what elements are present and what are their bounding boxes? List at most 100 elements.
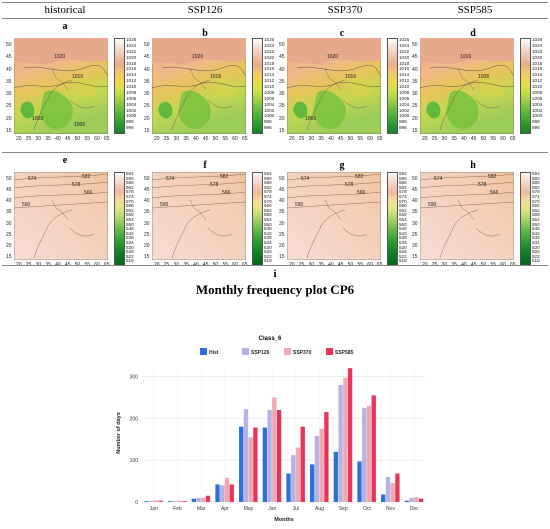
- contour-label: 1006: [74, 122, 86, 128]
- map-y-tick: 30: [412, 91, 418, 98]
- map-y-tick: 25: [279, 231, 285, 238]
- colorbar-tick-label: 1026: [264, 37, 275, 42]
- map-y-tick: 20: [279, 115, 285, 122]
- colorbar-tick-label: 518: [532, 258, 540, 264]
- colorbar-tick-label: 1006: [126, 95, 137, 101]
- colorbar-tick-label: 538: [126, 235, 134, 241]
- geopotential-map-ssp585: [420, 172, 514, 260]
- map-y-tick: 35: [6, 209, 12, 216]
- map-y-tick: 35: [144, 78, 150, 85]
- colorbar-tick-label: 1026: [126, 37, 137, 42]
- bar-ssp585-mar: [205, 495, 211, 502]
- bar-chart: 0 100 200 300 Hist SSP126 SSP370 SSP585 Jan Feb Ma…: [102, 334, 438, 524]
- geopotential-map-ssp126: [152, 172, 246, 260]
- map-y-tick: 15: [144, 254, 150, 260]
- colorbar-tick-label: 998: [264, 119, 272, 125]
- colorbar-tick-label: 1002: [264, 107, 275, 113]
- column-header-historical: historical: [44, 4, 86, 16]
- colorbar-tick-label: 546: [126, 226, 134, 232]
- colorbar-tick-label: 558: [399, 212, 407, 218]
- slp-colorbar: [387, 38, 398, 134]
- colorbar-tick-label: 1016: [126, 66, 137, 72]
- bar-ssp126-dec: [409, 497, 414, 502]
- geopotential-colorbar-labels: 594 590 586 582 578 574 570 566 562 558 554 550 546 5…: [532, 171, 540, 264]
- colorbar-tick-label: 998: [126, 119, 134, 125]
- colorbar-tick-label: 574: [126, 193, 134, 199]
- colorbar-tick-label: 538: [532, 235, 540, 241]
- bar-ssp585-sep: [347, 368, 353, 502]
- contour-label: 582: [220, 174, 229, 180]
- map-y-tick: 40: [412, 66, 418, 73]
- colorbar-tick-label: 558: [126, 212, 134, 218]
- colorbar-tick-label: 558: [532, 212, 540, 218]
- bar-ssp370-feb: [177, 500, 182, 502]
- contour-label: 582: [82, 174, 91, 180]
- bar-ssp585-jul: [300, 426, 305, 502]
- contour-label: 590: [160, 202, 169, 208]
- x-tick-label: Jun: [268, 506, 276, 512]
- colorbar-tick-label: 1022: [532, 48, 543, 54]
- section-title: Monthly frequency plot CP6: [195, 282, 355, 297]
- map-x-tick: 30: [173, 136, 180, 142]
- x-tick-label: Oct: [363, 506, 371, 512]
- colorbar-tick-label: 1016: [264, 66, 275, 72]
- y-axis-title: Number of days: [116, 412, 122, 454]
- map-y-tick: 50: [412, 176, 418, 182]
- map-x-tick: 65: [510, 136, 516, 142]
- map-y-tick: 25: [279, 103, 285, 110]
- contour-label: 574: [166, 176, 175, 182]
- colorbar-tick-label: 530: [532, 244, 540, 250]
- colorbar-tick-label: 562: [264, 207, 272, 213]
- legend-label: SSP585: [335, 350, 354, 356]
- legend-swatch: [200, 348, 207, 355]
- map-y-tick: 45: [144, 54, 150, 61]
- slp-map-ssp585: [420, 38, 514, 134]
- map-x-tick: 55: [222, 136, 228, 142]
- colorbar-tick-label: 582: [399, 184, 407, 190]
- contour-label: 1006: [305, 116, 317, 122]
- y-tick-label: 0: [135, 500, 138, 506]
- colorbar-tick-label: 1014: [532, 72, 543, 78]
- bar-ssp370-nov: [390, 483, 395, 502]
- map-y-tick: 40: [144, 66, 150, 73]
- y-tick-label: 200: [130, 416, 139, 422]
- map-y-tick: 45: [6, 187, 12, 194]
- colorbar-tick-label: 1004: [264, 101, 275, 107]
- map-y-tick: 25: [412, 231, 418, 238]
- colorbar-tick-label: 1018: [532, 60, 543, 66]
- legend-swatch: [242, 348, 249, 355]
- colorbar-tick-label: 590: [126, 175, 134, 181]
- map-x-tick: 65: [242, 136, 248, 142]
- bar-ssp126-nov: [385, 476, 391, 502]
- colorbar-tick-label: 522: [399, 253, 407, 259]
- map-y-tick: 15: [279, 254, 285, 260]
- colorbar-tick-label: 1012: [399, 78, 410, 84]
- colorbar-tick-label: 1010: [264, 84, 275, 89]
- map-x-tick: 55: [84, 136, 90, 142]
- colorbar-tick-label: 1002: [126, 107, 137, 113]
- column-header-ssp585: SSP585: [457, 4, 493, 16]
- x-tick-label: Jul: [293, 506, 299, 512]
- bar-ssp126-aug: [314, 435, 320, 502]
- map-y-tick: 25: [6, 103, 12, 110]
- y-tick-label: 100: [130, 458, 139, 464]
- panel-label-e: e: [62, 155, 68, 166]
- colorbar-tick-label: 582: [264, 184, 272, 190]
- contour-label: 590: [22, 202, 31, 208]
- colorbar-tick-label: 542: [264, 230, 272, 236]
- colorbar-tick-label: 1020: [399, 54, 410, 60]
- colorbar-tick-label: 1008: [126, 89, 137, 95]
- colorbar-tick-label: 1002: [532, 107, 543, 113]
- map-y-tick: 45: [144, 187, 150, 194]
- map-x-tick: 60: [500, 136, 506, 142]
- map-x-tick: 35: [183, 136, 189, 142]
- colorbar-tick-label: 996: [264, 125, 272, 131]
- map-y-tick: 40: [6, 66, 12, 73]
- colorbar-tick-label: 566: [126, 203, 134, 209]
- slp-colorbar-labels: 1026 1024 1022 1020 1018 1016 1014 1012 1010 1008…: [264, 37, 275, 132]
- map-y-tick: 50: [6, 42, 12, 48]
- x-tick-label: Mar: [197, 506, 206, 512]
- colorbar-tick-label: 570: [399, 198, 407, 204]
- contour-label: 1008: [32, 116, 44, 122]
- contour-label: 566: [357, 190, 366, 196]
